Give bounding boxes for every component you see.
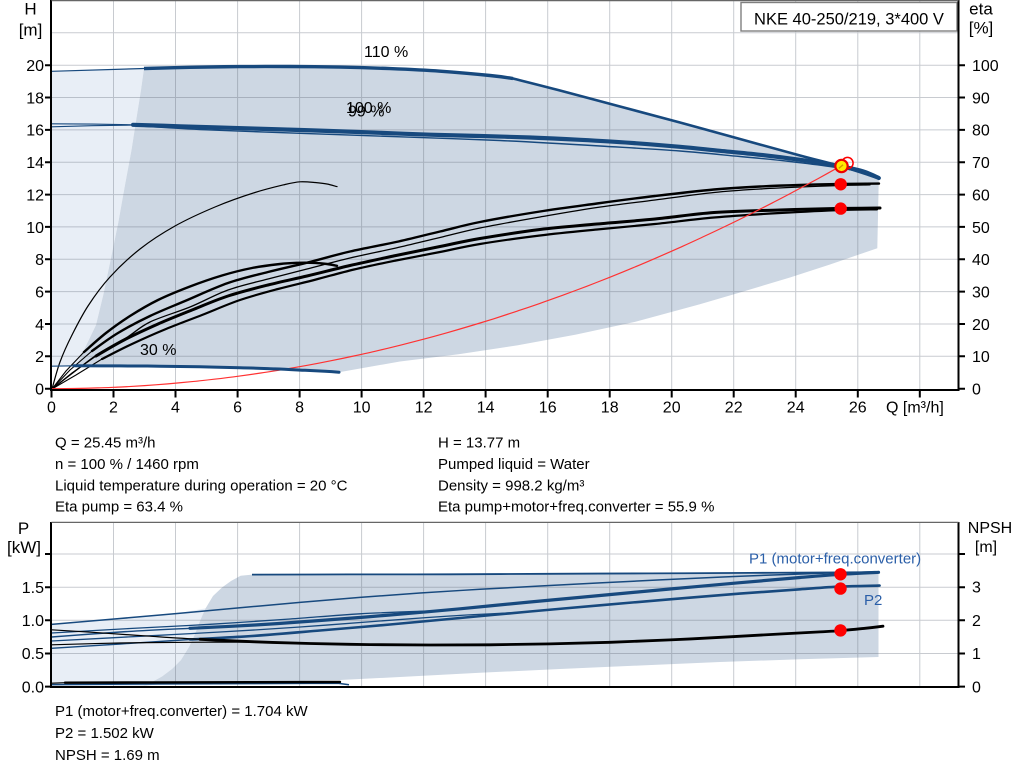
svg-text:Eta pump+motor+freq.converter: Eta pump+motor+freq.converter = 55.9 % (438, 499, 714, 516)
svg-text:NPSH = 1.69 m: NPSH = 1.69 m (55, 747, 160, 764)
svg-text:18: 18 (26, 90, 44, 107)
svg-text:100 %: 100 % (346, 100, 391, 117)
svg-text:0: 0 (972, 679, 981, 696)
svg-text:4: 4 (171, 400, 180, 417)
svg-text:0.5: 0.5 (22, 646, 44, 663)
svg-text:[kW]: [kW] (7, 538, 41, 557)
svg-text:20: 20 (972, 317, 990, 334)
svg-text:90: 90 (972, 90, 990, 107)
svg-text:0.0: 0.0 (22, 679, 44, 696)
svg-text:6: 6 (35, 284, 44, 301)
svg-text:2: 2 (35, 349, 44, 366)
svg-text:NPSH: NPSH (968, 520, 1012, 537)
svg-text:1.0: 1.0 (22, 613, 44, 630)
svg-text:Q [m³/h]: Q [m³/h] (886, 400, 944, 417)
svg-text:2: 2 (109, 400, 118, 417)
svg-text:Q = 25.45 m³/h: Q = 25.45 m³/h (55, 435, 155, 452)
svg-text:16: 16 (26, 123, 44, 140)
svg-text:8: 8 (295, 400, 304, 417)
svg-text:eta: eta (969, 0, 993, 19)
svg-text:16: 16 (539, 400, 557, 417)
svg-text:40: 40 (972, 252, 990, 269)
svg-text:Pumped liquid = Water: Pumped liquid = Water (438, 456, 590, 473)
svg-text:100: 100 (972, 58, 999, 75)
svg-text:30: 30 (972, 284, 990, 301)
svg-text:12: 12 (26, 187, 44, 204)
svg-text:22: 22 (725, 400, 743, 417)
svg-text:12: 12 (415, 400, 433, 417)
svg-text:Density = 998.2 kg/m³: Density = 998.2 kg/m³ (438, 477, 584, 494)
svg-text:10: 10 (26, 220, 44, 237)
svg-text:6: 6 (233, 400, 242, 417)
svg-text:14: 14 (477, 400, 495, 417)
svg-text:14: 14 (26, 155, 44, 172)
svg-text:99 %: 99 % (348, 104, 384, 121)
svg-text:26: 26 (849, 400, 867, 417)
svg-text:H: H (24, 0, 36, 19)
svg-text:10: 10 (353, 400, 371, 417)
svg-text:1: 1 (972, 646, 981, 663)
svg-text:20: 20 (663, 400, 681, 417)
svg-text:P: P (18, 519, 29, 538)
svg-text:P2 = 1.502 kW: P2 = 1.502 kW (55, 725, 155, 742)
svg-text:0: 0 (47, 400, 56, 417)
svg-text:P2: P2 (864, 592, 882, 609)
svg-text:NKE 40-250/219, 3*400 V: NKE 40-250/219, 3*400 V (754, 11, 944, 29)
svg-text:110 %: 110 % (364, 44, 408, 61)
svg-text:Liquid temperature during oper: Liquid temperature during operation = 20… (55, 477, 348, 494)
svg-text:P1 (motor+freq.converter) = 1.: P1 (motor+freq.converter) = 1.704 kW (55, 703, 308, 720)
svg-text:10: 10 (972, 349, 990, 366)
svg-text:0: 0 (972, 382, 981, 399)
svg-text:[m]: [m] (19, 21, 43, 40)
svg-text:P1 (motor+freq.converter): P1 (motor+freq.converter) (749, 551, 921, 568)
svg-text:H = 13.77 m: H = 13.77 m (438, 435, 520, 452)
svg-text:18: 18 (601, 400, 619, 417)
svg-text:20: 20 (26, 58, 44, 75)
svg-text:0: 0 (35, 382, 44, 399)
svg-text:n = 100 % / 1460 rpm: n = 100 % / 1460 rpm (55, 456, 199, 473)
svg-text:[m]: [m] (975, 539, 997, 556)
svg-text:1.5: 1.5 (22, 580, 44, 597)
svg-text:4: 4 (35, 317, 44, 334)
svg-text:60: 60 (972, 187, 990, 204)
svg-text:80: 80 (972, 123, 990, 140)
svg-text:70: 70 (972, 155, 990, 172)
svg-text:8: 8 (35, 252, 44, 269)
svg-text:Eta pump = 63.4 %: Eta pump = 63.4 % (55, 499, 183, 516)
svg-text:3: 3 (972, 580, 981, 597)
svg-text:2: 2 (972, 613, 981, 630)
svg-text:[%]: [%] (969, 19, 994, 38)
svg-text:30 %: 30 % (140, 342, 176, 359)
svg-text:50: 50 (972, 220, 990, 237)
svg-text:24: 24 (787, 400, 805, 417)
